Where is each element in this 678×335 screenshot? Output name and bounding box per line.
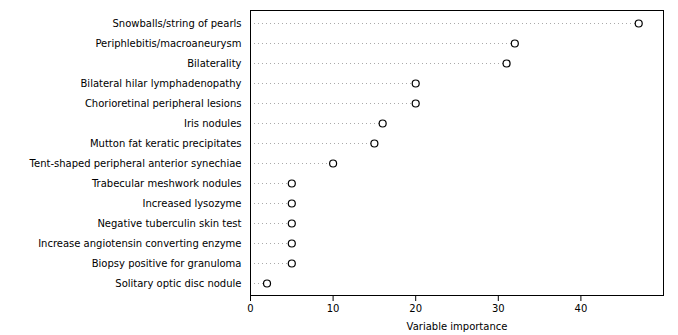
svg-text:30: 30 [492,303,505,314]
svg-text:40: 40 [575,303,588,314]
svg-text:Trabecular meshwork nodules: Trabecular meshwork nodules [91,178,242,189]
svg-text:Increase angiotensin convertin: Increase angiotensin converting enzyme [38,238,241,249]
svg-text:Iris nodules: Iris nodules [184,118,242,129]
svg-text:10: 10 [327,303,340,314]
svg-text:Biopsy positive for granuloma: Biopsy positive for granuloma [92,258,242,269]
svg-text:Tent-shaped peripheral anterio: Tent-shaped peripheral anterior synechia… [29,158,242,169]
svg-text:Variable importance: Variable importance [407,321,508,332]
svg-text:Periphlebitis/macroaneurysm: Periphlebitis/macroaneurysm [95,38,241,49]
svg-text:Bilaterality: Bilaterality [187,58,241,69]
svg-text:Mutton fat keratic precipitate: Mutton fat keratic precipitates [90,138,242,149]
svg-text:20: 20 [409,303,422,314]
svg-text:Solitary optic disc nodule: Solitary optic disc nodule [115,278,241,289]
svg-text:Snowballs/string of pearls: Snowballs/string of pearls [112,18,241,29]
svg-text:Negative tuberculin skin test: Negative tuberculin skin test [97,218,241,229]
svg-text:Bilateral hilar lymphadenopath: Bilateral hilar lymphadenopathy [81,78,242,89]
svg-text:Chorioretinal peripheral lesio: Chorioretinal peripheral lesions [85,98,242,109]
svg-text:0: 0 [247,303,253,314]
svg-text:Increased lysozyme: Increased lysozyme [143,198,242,209]
